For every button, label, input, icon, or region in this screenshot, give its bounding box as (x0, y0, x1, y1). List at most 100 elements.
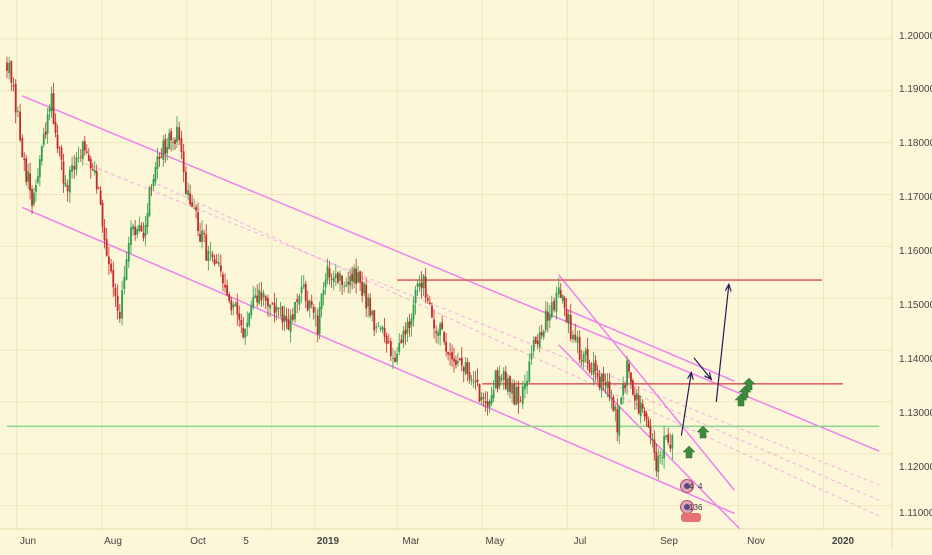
candle-body (110, 263, 112, 272)
x-tick-label: Aug (104, 536, 122, 547)
price-axis[interactable]: 1.20000 1.19000 1.18000 1.17000 1.16000 … (899, 31, 932, 519)
candle-body (404, 329, 407, 335)
candle-body (426, 298, 429, 301)
candle-body (337, 272, 339, 283)
candle-body (538, 332, 541, 348)
candle-body (557, 287, 560, 295)
candle-body (408, 321, 411, 329)
badge-count: 6 (698, 503, 703, 512)
candle-body (451, 352, 453, 360)
candle-body (548, 314, 551, 321)
candle-body (484, 401, 487, 403)
candle-body (306, 300, 309, 311)
candle-body (433, 319, 435, 329)
y-tick-label: 1.20000 (899, 31, 932, 42)
candle-body (373, 310, 376, 331)
candle-body (97, 187, 100, 189)
candle-body (455, 360, 457, 365)
grid (0, 0, 892, 529)
candle-body (6, 62, 8, 71)
candle-body (435, 331, 438, 333)
candle-body (25, 158, 28, 182)
candle-body (443, 332, 446, 342)
candle-body (574, 334, 577, 340)
candle-body (136, 228, 139, 235)
candle-body (207, 250, 210, 262)
candle-body (460, 357, 463, 366)
candle-body (369, 298, 372, 316)
candle-body (604, 382, 607, 386)
candle-body (635, 393, 638, 400)
candle-body (83, 140, 86, 151)
candle-body (476, 379, 479, 382)
candle-body (205, 234, 208, 261)
candle-body (412, 304, 415, 320)
candle-body (406, 322, 409, 334)
candle-body (258, 289, 261, 304)
candle-body (592, 363, 595, 375)
candle-body (347, 281, 350, 284)
candle-body (550, 302, 553, 317)
x-tick-label: Jul (574, 536, 587, 547)
candle-body (38, 159, 41, 178)
candle-body (178, 127, 181, 140)
candle-body (555, 292, 558, 312)
candle-body (191, 202, 193, 207)
candle-body (663, 436, 666, 459)
x-tick-label: Oct (190, 536, 206, 547)
candle-body (536, 340, 539, 345)
candle-body (121, 290, 123, 319)
candle-body (150, 187, 153, 189)
candle-body (428, 302, 431, 304)
candle-body (105, 239, 108, 256)
candle-body (234, 304, 237, 307)
event-badge[interactable] (680, 479, 694, 493)
candle-body (630, 372, 632, 383)
candle-body (667, 434, 670, 443)
candle-body (250, 305, 253, 315)
candle-body (614, 406, 617, 410)
candle-body (54, 121, 57, 134)
candle-body (632, 380, 634, 395)
candlestick-series (6, 56, 674, 480)
candle-body (240, 320, 243, 326)
candle-body (470, 379, 473, 382)
candle-body (242, 327, 245, 338)
candle-body (651, 438, 654, 441)
candle-body (590, 371, 593, 372)
candle-body (46, 114, 49, 134)
candle-body (420, 282, 423, 289)
candle-body (584, 350, 587, 355)
candle-body (458, 358, 461, 361)
candle-body (8, 62, 11, 74)
candle-body (612, 396, 615, 412)
candle-body (168, 133, 171, 149)
event-badge[interactable] (680, 500, 694, 514)
candle-body (375, 327, 378, 329)
candle-body (645, 413, 648, 420)
time-axis[interactable]: Jun Aug Oct 5 2019 Mar May Jul Sep Nov 2… (20, 536, 855, 547)
candle-body (431, 305, 433, 318)
candle-body (657, 455, 660, 473)
candle-body (561, 295, 564, 301)
candle-body (138, 224, 141, 231)
candle-body (201, 230, 203, 242)
candle-body (302, 284, 305, 288)
candle-body (144, 224, 147, 236)
candle-body (355, 268, 358, 284)
candle-body (600, 373, 603, 391)
candle-body (580, 360, 583, 362)
candle-body (526, 380, 529, 387)
candle-body (565, 309, 568, 323)
candle-body (10, 60, 13, 83)
candle-body (66, 185, 69, 192)
candle-body (396, 353, 399, 362)
candle-body (439, 324, 442, 336)
buy-signal-icon (682, 445, 696, 459)
candle-body (394, 357, 396, 363)
candle-body (158, 156, 161, 159)
candle-body (343, 286, 346, 288)
candle-body (616, 409, 619, 433)
